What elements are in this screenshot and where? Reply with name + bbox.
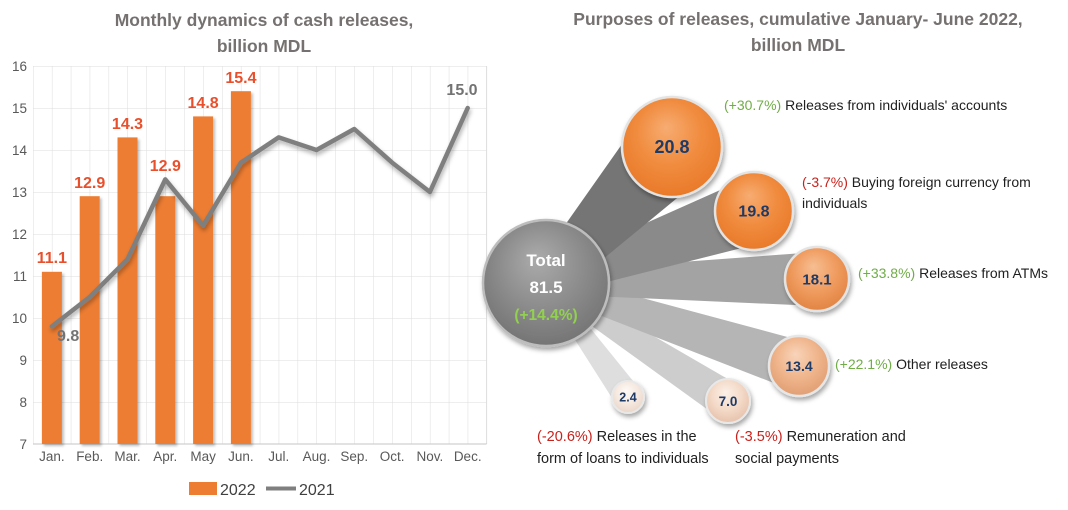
annotation-atms-text: Releases from ATMs [915,265,1048,281]
line-label-dec-2021: 15.0 [446,82,477,99]
bubble-accounts-value: 20.8 [654,137,689,157]
y-tick-10: 10 [12,311,27,326]
y-tick-9: 9 [19,353,27,368]
annotation-other-text: Other releases [892,356,988,372]
x-tick-nov: Nov. [417,449,444,464]
bubble-other-circle [767,334,831,398]
left-chart-gridlines [33,66,488,445]
annotation-atms-pct: (+33.8%) [858,265,916,281]
bubble-other-value: 13.4 [785,358,812,374]
bar-jun [230,91,251,444]
x-tick-aug: Aug. [303,449,331,464]
left-chart-y-axis: 16 15 14 13 12 11 10 9 8 7 [12,59,28,452]
x-tick-oct: Oct. [380,449,405,464]
line-label-jan-2021: 9.8 [57,328,79,345]
annotation-loans: (-20.6%) Releases in the form of loans t… [537,427,709,471]
bubble-currency-value: 19.8 [738,204,769,221]
line-series-2021 [49,105,470,329]
right-chart-title-line1: Purposes of releases, cumulative January… [573,9,1022,29]
annotation-currency-text: Buying foreign currency from individuals [802,174,1031,211]
annotation-remuneration-pct: (-3.5%) [735,429,783,445]
left-chart-x-axis: Jan. Feb. Mar. Apr. May Jun. Jul. Aug. S… [39,449,481,464]
bubble-loans: 2.4 [611,380,645,414]
annotation-accounts: (+30.7%) Releases from individuals' acco… [724,95,1054,116]
bubble-other: 13.4 [767,334,831,398]
annotation-atms: (+33.8%) Releases from ATMs [858,263,1068,284]
bubble-remuneration-value: 7.0 [719,394,738,409]
y-tick-12: 12 [12,227,27,242]
x-tick-dec: Dec. [454,449,482,464]
bubble-remuneration-circle [705,378,751,424]
bar-label-mar: 14.3 [112,116,143,133]
bubble-atms-circle [783,245,851,313]
x-tick-feb: Feb. [76,449,103,464]
annotation-currency-pct: (-3.7%) [802,174,848,190]
annotation-remuneration-text: Remuneration and social payments [735,429,906,467]
bubble-currency-circle [713,170,795,252]
spoke-other [542,273,807,390]
bar-label-jan: 11.1 [37,250,67,267]
bar-mar [117,137,138,444]
legend-label-2021: 2021 [299,482,335,499]
bubble-atms-value: 18.1 [802,272,831,289]
annotation-currency: (-3.7%) Buying foreign currency from ind… [802,172,1052,214]
bar-series-2022 [41,91,251,445]
bar-jan [41,271,62,444]
bubble-loans-circle [611,380,645,414]
x-tick-jun: Jun. [228,449,254,464]
bubble-remuneration: 7.0 [705,378,751,424]
y-tick-7: 7 [19,437,27,452]
bubble-loans-value: 2.4 [619,391,636,405]
right-chart-title-line2: billion MDL [751,35,846,55]
bar-label-apr: 12.9 [150,158,181,175]
bubble-total-label: Total [526,251,565,270]
left-chart-title-line2: billion MDL [217,36,312,56]
y-tick-11: 11 [13,269,27,284]
y-tick-14: 14 [12,143,28,158]
bar-apr [155,196,176,444]
bar-label-jun: 15.4 [225,70,256,87]
y-tick-16: 16 [12,59,27,74]
left-chart-legend: 2022 2021 [189,482,335,499]
bubble-atms: 18.1 [783,245,851,313]
bar-may [193,116,214,445]
annotation-other: (+22.1%) Other releases [835,354,1045,375]
annotation-loans-pct: (-20.6%) [537,429,593,445]
bar-label-feb: 12.9 [74,175,105,192]
bubble-total-value: 81.5 [529,278,562,297]
legend-label-2022: 2022 [220,482,256,499]
y-tick-8: 8 [19,395,27,410]
legend-swatch-2022 [189,482,217,495]
bar-data-labels: 11.1 12.9 14.3 12.9 14.8 15.4 [37,70,257,267]
annotation-accounts-text: Releases from individuals' accounts [781,97,1008,113]
left-chart-title-line1: Monthly dynamics of cash releases, [115,10,414,30]
bar-feb [79,196,100,444]
bubble-total: Total 81.5 (+14.4%) [481,218,611,348]
x-tick-apr: Apr. [153,449,177,464]
bar-label-may: 14.8 [188,95,219,112]
bubble-currency: 19.8 [713,170,795,252]
x-tick-sep: Sep. [340,449,368,464]
bubble-total-circle [481,218,611,348]
spoke-atms [545,252,818,306]
bubble-accounts-circle [620,95,724,199]
annotation-remuneration: (-3.5%) Remuneration and social payments [735,427,920,471]
annotation-loans-text: Releases in the form of loans to individ… [537,429,709,467]
bubble-total-change: (+14.4%) [514,307,577,324]
y-tick-13: 13 [12,185,27,200]
x-tick-jul: Jul. [268,449,289,464]
x-tick-mar: Mar. [114,449,140,464]
x-tick-may: May [190,449,216,464]
x-tick-jan: Jan. [39,449,65,464]
bubble-accounts: 20.8 [620,95,724,199]
y-tick-15: 15 [12,101,27,116]
annotation-other-pct: (+22.1%) [835,356,893,372]
annotation-accounts-pct: (+30.7%) [724,97,782,113]
